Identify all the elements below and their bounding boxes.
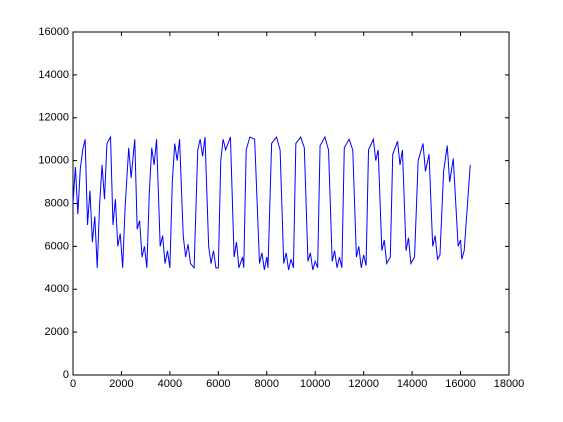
- x-tick-label: 16000: [445, 378, 476, 390]
- data-line: [72, 135, 471, 271]
- x-tick-label: 6000: [206, 378, 230, 390]
- y-tick-label: 16000: [38, 26, 69, 38]
- plot-box: [72, 31, 510, 376]
- y-tick-label: 0: [63, 369, 69, 381]
- x-tick-label: 12000: [348, 378, 379, 390]
- y-tick-label: 14000: [38, 69, 69, 81]
- y-tick-label: 2000: [45, 326, 69, 338]
- y-tick-label: 8000: [45, 197, 69, 209]
- x-tick-label: 10000: [300, 378, 331, 390]
- y-tick-label: 6000: [45, 240, 69, 252]
- x-tick-label: 8000: [255, 378, 279, 390]
- y-tick-label: 12000: [38, 112, 69, 124]
- x-tick-label: 4000: [158, 378, 182, 390]
- x-tick-label: 14000: [397, 378, 428, 390]
- x-tick-label: 2000: [109, 378, 133, 390]
- x-tick-label: 18000: [494, 378, 525, 390]
- x-tick-label: 0: [70, 378, 76, 390]
- y-tick-label: 4000: [45, 283, 69, 295]
- y-tick-label: 10000: [38, 155, 69, 167]
